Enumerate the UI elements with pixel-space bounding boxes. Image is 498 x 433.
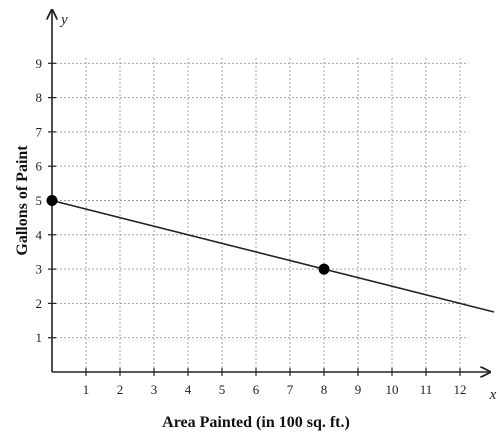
series-line — [51, 199, 495, 313]
y-axis-name: y — [59, 12, 68, 28]
x-tick-label: 7 — [287, 382, 294, 397]
data-point — [318, 263, 330, 275]
y-tick-label: 9 — [36, 56, 43, 71]
x-tick-label: 9 — [355, 382, 362, 397]
y-tick-label: 6 — [36, 159, 43, 174]
axes — [52, 10, 490, 372]
y-tick-label: 2 — [36, 296, 43, 311]
x-axis-label: Area Painted (in 100 sq. ft.) — [162, 414, 350, 431]
x-axis-name: x — [489, 387, 497, 403]
series — [46, 195, 495, 313]
y-tick-label: 7 — [36, 124, 43, 139]
x-tick-label: 8 — [321, 382, 328, 397]
x-tick-label: 3 — [151, 382, 158, 397]
y-axis-label: Gallons of Paint — [14, 145, 31, 256]
x-tick-label: 10 — [386, 382, 399, 397]
y-tick-label: 8 — [36, 90, 43, 105]
grid — [52, 58, 469, 372]
x-tick-label: 12 — [454, 382, 467, 397]
y-tick-label: 3 — [36, 262, 43, 277]
y-tick-label: 5 — [36, 193, 43, 208]
data-point — [46, 195, 58, 206]
y-tick-label: 1 — [36, 330, 43, 345]
x-tick-label: 6 — [253, 382, 260, 397]
x-tick-label: 4 — [185, 382, 192, 397]
y-tick-label: 4 — [36, 227, 43, 242]
x-tick-label: 1 — [83, 382, 90, 397]
x-tick-label: 5 — [219, 382, 226, 397]
x-tick-label: 11 — [420, 382, 433, 397]
x-tick-label: 2 — [117, 382, 124, 397]
